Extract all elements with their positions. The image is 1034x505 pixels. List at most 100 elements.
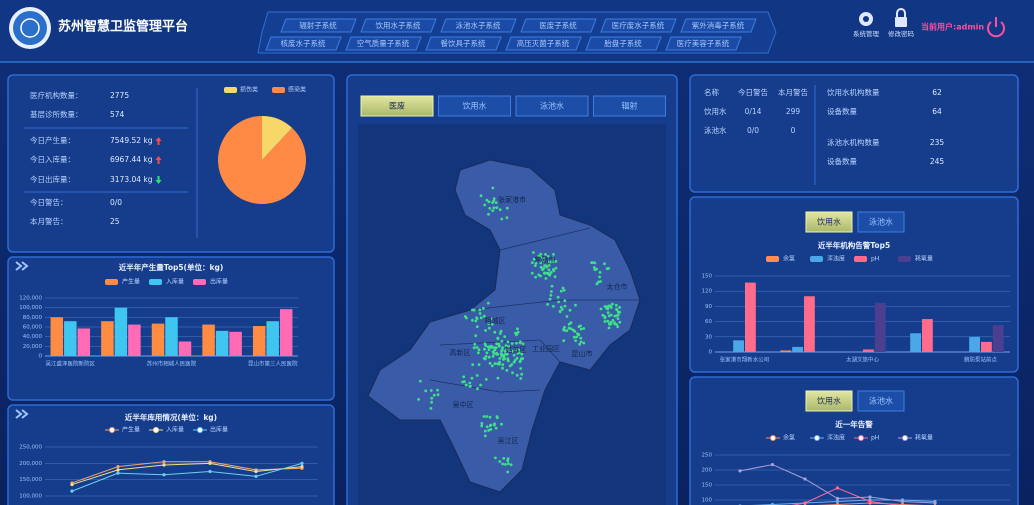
map-dot [483,347,486,351]
tab[interactable] [805,390,853,412]
chevron-icon [15,409,29,419]
nav-button[interactable] [585,36,662,51]
tab[interactable] [857,390,905,412]
tab-label[interactable]: 泳池水 [869,217,893,227]
map-dot [512,360,516,364]
map-dot [506,357,510,361]
point [868,495,872,499]
nav-button[interactable] [440,18,517,33]
x-tick-label: 太湖文旅中心 [846,356,880,364]
tab-label[interactable]: 饮用水 [463,101,487,111]
tab[interactable] [805,211,853,233]
map-dot [547,268,551,272]
tab[interactable] [857,211,905,233]
action-label[interactable]: 修改密码 [888,29,915,38]
map-dot [506,470,510,474]
bar [128,324,141,356]
map-dot [603,320,607,323]
nav-label[interactable]: 餐饮具子系统 [441,38,486,48]
bar [50,317,64,356]
legend-label: 入库量 [166,426,184,434]
map-dot [502,457,506,460]
tab[interactable] [593,95,666,117]
tab-label[interactable]: 饮用水 [817,396,841,406]
tab-label[interactable]: 辐射 [622,101,638,111]
map-dot [530,271,534,275]
map-dot [548,297,552,301]
nav-label[interactable]: 核废水子系统 [281,38,326,48]
map-dot [490,346,493,349]
bar [910,333,921,352]
map-dot [507,345,511,348]
y-tick-label: 60,000 [23,325,43,331]
y-tick-label: 150 [702,483,713,489]
map-dot [504,344,508,348]
point [770,502,775,505]
map-dot [601,313,605,317]
legend-swatch [193,279,206,285]
tab-label[interactable]: 医废 [389,101,405,111]
tab[interactable] [360,95,434,117]
map-dot [593,261,597,265]
nav-button[interactable] [280,18,357,33]
y-tick-label: 20,000 [23,344,43,350]
map-dot [471,363,475,366]
legend-label: 产生量 [122,278,140,286]
map-dot [482,307,485,310]
nav-label[interactable]: 医废子系统 [539,20,577,30]
nav-label[interactable]: 泳池水子系统 [456,20,501,30]
map-dot [568,308,572,312]
map-dot [477,363,481,366]
legend-label: 出库量 [210,278,228,286]
nav-label[interactable]: 紫外消毒子系统 [692,20,745,30]
map-dot [485,415,489,418]
map-dot [582,341,586,345]
map-dot [598,271,602,274]
nav-button[interactable] [505,36,582,51]
stat-label: 今日出库量： [30,174,75,184]
y-tick-label: 0 [709,350,713,356]
map-dot [517,348,521,352]
gear-icon[interactable] [859,12,873,26]
nav-button[interactable] [425,36,502,51]
tab-label[interactable]: 泳池水 [869,396,893,406]
trend-arrow [155,176,162,184]
nav-button[interactable] [680,18,757,33]
stat-value: 574 [110,110,125,119]
y-tick-label: 40,000 [23,334,43,340]
nav-button[interactable] [345,36,422,51]
map-dot [495,416,499,420]
trend-arrow [155,137,162,145]
map-dot [475,346,479,349]
nav-button[interactable] [665,36,742,51]
action-label[interactable]: 系统管理 [853,29,880,38]
point [162,473,166,477]
nav-button[interactable] [360,18,437,33]
nav-label[interactable]: 医疗废水子系统 [612,20,665,30]
series-line [71,462,303,486]
nav-button[interactable] [600,18,677,33]
nav-label[interactable]: 高压灭菌子系统 [517,38,570,48]
tab-label[interactable]: 饮用水 [817,217,841,227]
map-dot [495,206,499,210]
map-dot [557,300,560,304]
legend-label: 余氯 [783,255,795,263]
nav-label[interactable]: 医疗美容子系统 [677,38,730,48]
nav-button[interactable] [265,36,342,51]
tab[interactable] [438,95,511,117]
lock-icon[interactable] [895,8,907,27]
map-dot [465,316,468,320]
logout-icon[interactable] [987,17,1005,38]
map-dot [519,359,522,363]
nav-label[interactable]: 空气质量子系统 [357,38,410,48]
map-dot [432,393,436,397]
tab[interactable] [515,95,589,117]
tab-label[interactable]: 泳池水 [540,101,564,111]
map-dot [499,352,503,356]
map-dot [618,310,621,314]
nav-label[interactable]: 辐射子系统 [299,20,337,30]
nav-label[interactable]: 饮用水子系统 [376,20,421,30]
nav-button[interactable] [520,18,597,33]
nav-label[interactable]: 胎盘子系统 [604,38,642,48]
panel [689,196,1019,373]
